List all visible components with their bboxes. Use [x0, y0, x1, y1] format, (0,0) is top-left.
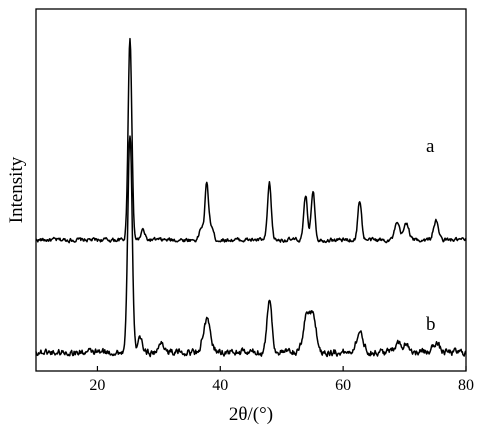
- series-label-a: a: [426, 136, 435, 157]
- series-group: [35, 37, 467, 358]
- x-tick-label-40: 40: [212, 377, 228, 394]
- x-tick-label-20: 20: [89, 377, 105, 394]
- series-line-b: [35, 135, 467, 358]
- series-label-b: b: [426, 314, 436, 335]
- x-axis-label: 2θ/(°): [229, 404, 273, 425]
- series-line-a: [35, 37, 467, 244]
- y-axis-label: Intensity: [6, 156, 27, 223]
- plot-frame: [35, 8, 467, 372]
- x-tick-label-80: 80: [458, 377, 474, 394]
- x-tick-label-60: 60: [335, 377, 351, 394]
- series-labels: ab: [426, 136, 436, 335]
- x-ticks: 20 40 60 80: [89, 366, 474, 394]
